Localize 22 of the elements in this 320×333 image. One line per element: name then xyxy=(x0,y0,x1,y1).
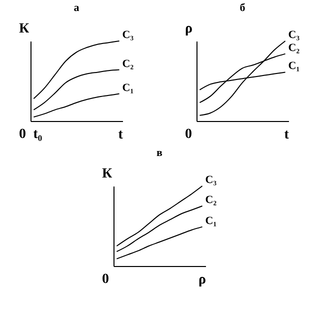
series-label: C₁ xyxy=(288,60,300,72)
text: 0 xyxy=(184,127,192,142)
chart-title: б xyxy=(240,2,246,14)
y-axis-title: ρ xyxy=(184,22,192,36)
series-label: C₃ xyxy=(288,29,300,41)
x-axis-title: ρ xyxy=(198,272,206,288)
chart-title: в xyxy=(156,147,163,159)
x-axis-title: t xyxy=(284,128,290,142)
chart-title: а xyxy=(74,2,80,14)
x-axis-title: t xyxy=(118,128,124,142)
series-label: C₁ xyxy=(122,82,134,94)
series-label: C₃ xyxy=(122,29,134,41)
y-axis-title: К xyxy=(102,166,113,182)
text: 0 xyxy=(18,127,26,142)
series-label: C₂ xyxy=(205,194,218,206)
text: t₀ xyxy=(33,127,42,142)
text: 0 xyxy=(102,272,109,287)
series-label: C₂ xyxy=(122,58,134,70)
series-label: C₁ xyxy=(205,214,217,227)
y-axis-title: К xyxy=(18,22,30,36)
series-label: C₃ xyxy=(205,174,218,186)
series-label: C₂ xyxy=(288,42,300,54)
